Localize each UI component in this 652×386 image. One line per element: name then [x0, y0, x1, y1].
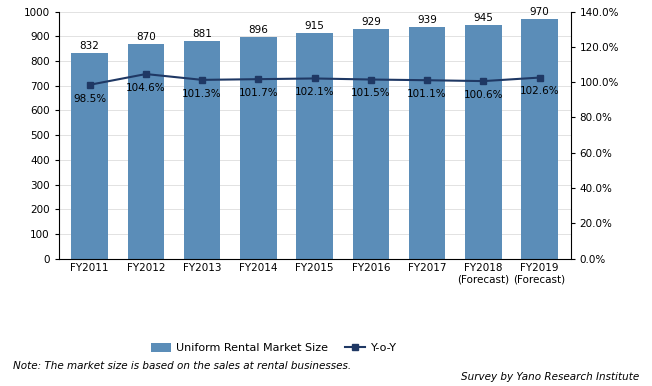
- Bar: [409, 27, 445, 259]
- Y-o-Y: [85, 83, 93, 87]
- Text: 101.1%: 101.1%: [408, 89, 447, 99]
- Text: 101.7%: 101.7%: [239, 88, 278, 98]
- Text: 101.5%: 101.5%: [351, 88, 391, 98]
- Y-o-Y: [310, 76, 318, 81]
- Text: 98.5%: 98.5%: [73, 94, 106, 103]
- Bar: [71, 53, 108, 259]
- Bar: [240, 37, 276, 259]
- Y-o-Y: [198, 78, 206, 82]
- Bar: [296, 32, 333, 259]
- Bar: [465, 25, 501, 259]
- Bar: [184, 41, 220, 259]
- Legend: Uniform Rental Market Size, Y-o-Y: Uniform Rental Market Size, Y-o-Y: [146, 338, 401, 357]
- Text: 102.6%: 102.6%: [520, 86, 559, 96]
- Text: 104.6%: 104.6%: [126, 83, 166, 93]
- Bar: [353, 29, 389, 259]
- Y-o-Y: [142, 72, 150, 76]
- Bar: [522, 19, 558, 259]
- Text: 939: 939: [417, 15, 437, 25]
- Y-o-Y: [536, 75, 544, 80]
- Y-o-Y: [479, 79, 487, 83]
- Text: 870: 870: [136, 32, 156, 42]
- Text: 832: 832: [80, 41, 100, 51]
- Text: 929: 929: [361, 17, 381, 27]
- Text: 896: 896: [248, 25, 268, 35]
- Text: 945: 945: [473, 13, 494, 23]
- Text: 101.3%: 101.3%: [183, 89, 222, 99]
- Text: 881: 881: [192, 29, 212, 39]
- Text: 970: 970: [529, 7, 550, 17]
- Text: Survey by Yano Research Institute: Survey by Yano Research Institute: [461, 372, 639, 382]
- Text: Note: The market size is based on the sales at rental businesses.: Note: The market size is based on the sa…: [13, 361, 351, 371]
- Text: 100.6%: 100.6%: [464, 90, 503, 100]
- Y-o-Y: [254, 77, 262, 81]
- Line: Y-o-Y: Y-o-Y: [87, 71, 542, 88]
- Bar: [128, 44, 164, 259]
- Y-o-Y: [367, 77, 375, 82]
- Y-o-Y: [423, 78, 431, 83]
- Text: 915: 915: [304, 20, 325, 30]
- Text: 102.1%: 102.1%: [295, 87, 334, 97]
